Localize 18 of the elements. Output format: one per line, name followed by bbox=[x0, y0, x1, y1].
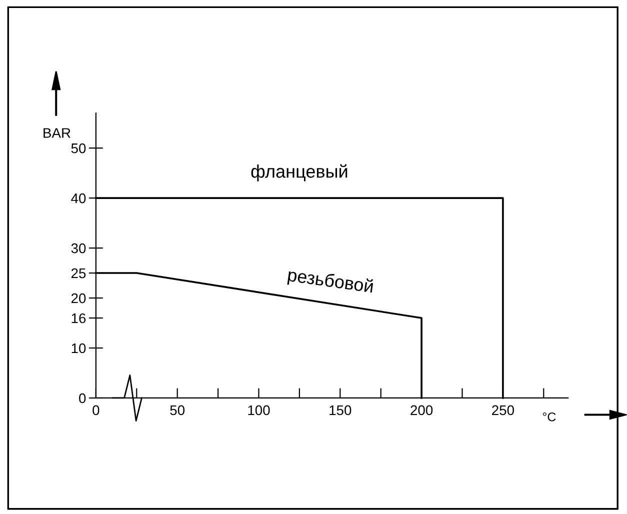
y-tick-label: 25 bbox=[71, 268, 86, 278]
x-tick-label: 150 bbox=[330, 405, 352, 416]
x-axis-title: °C bbox=[542, 412, 556, 422]
y-tick-label: 30 bbox=[71, 243, 86, 254]
y-tick-label: 10 bbox=[72, 343, 86, 354]
y-tick-label: 0 bbox=[79, 393, 86, 404]
text: резьбовой bbox=[287, 268, 374, 296]
y-tick-label: 50 bbox=[71, 143, 86, 154]
x-tick-label: 250 bbox=[492, 405, 514, 416]
series-label: фланцевый bbox=[251, 164, 348, 182]
x-tick-label: 100 bbox=[248, 405, 270, 416]
y-tick-label: 40 bbox=[71, 193, 86, 204]
y-tick-label: 16 bbox=[72, 313, 86, 324]
x-tick-label: 0 bbox=[92, 405, 100, 416]
y-tick-label: 20 bbox=[71, 293, 86, 304]
x-tick-label: 200 bbox=[410, 405, 433, 416]
x-tick-label: 50 bbox=[170, 405, 185, 416]
y-axis-title: BAR bbox=[44, 128, 70, 138]
